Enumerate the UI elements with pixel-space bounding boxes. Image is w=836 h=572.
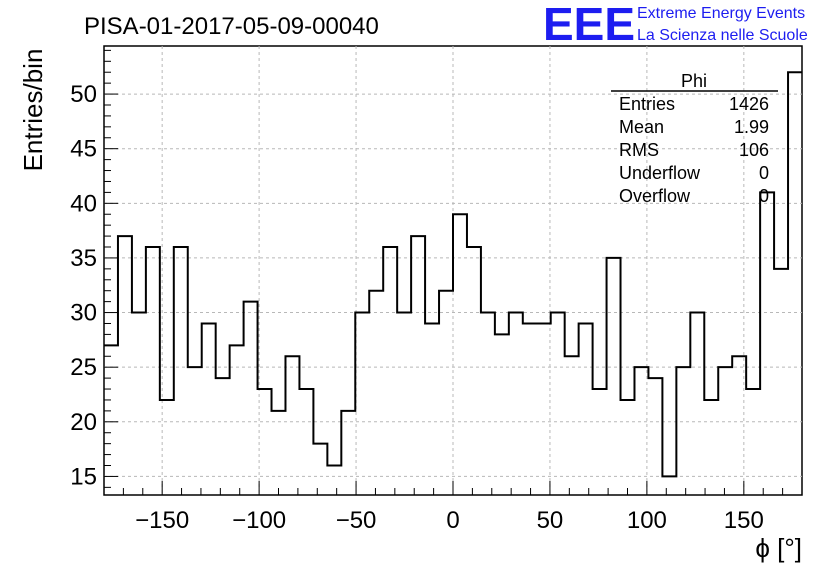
x-axis-label: ϕ [°] [755,533,802,563]
y-tick-label: 35 [70,245,97,272]
stats-title: Phi [681,71,707,91]
logo-line2: La Scienza nelle Scuole [637,27,808,44]
tick-labels: −150 −100 −50 0 50 100 150 15 20 25 30 35 40 45 50 [70,81,764,534]
stats-row-label: Mean [619,117,664,137]
y-axis-label: Entries/bin [18,49,48,172]
run-title: PISA-01-2017-05-09-00040 [84,13,379,40]
y-tick-label: 40 [70,190,97,217]
logo-letters: EEE [543,0,635,50]
y-tick-label: 50 [70,81,97,108]
x-tick-label: −150 [135,507,189,534]
x-tick-label: −50 [336,507,377,534]
logo-line1: Extreme Energy Events [637,5,805,22]
stats-row-value: 0 [759,186,769,206]
y-tick-label: 30 [70,300,97,327]
x-tick-label: 50 [537,507,564,534]
axis-ticks [104,49,784,495]
stats-row-label: Underflow [619,163,701,183]
stats-row-label: Entries [619,94,675,114]
stats-row-value: 0 [759,163,769,183]
eee-logo: EEE Extreme Energy Events La Scienza nel… [543,0,808,50]
stats-row-value: 1.99 [734,117,769,137]
x-tick-label: 150 [724,507,764,534]
y-tick-label: 45 [70,136,97,163]
histogram-line [104,71,802,478]
stats-row-value: 1426 [729,94,769,114]
stats-row-label: Overflow [619,186,691,206]
x-tick-label: −100 [232,507,286,534]
y-tick-label: 25 [70,354,97,381]
y-tick-label: 15 [70,463,97,490]
y-tick-label: 20 [70,409,97,436]
stats-row-label: RMS [619,140,659,160]
x-tick-label: 0 [446,507,459,534]
stats-rows: Entries 1426 Mean 1.99 RMS 106 Underflow 0 Overf… [619,94,769,206]
x-tick-label: 100 [627,507,667,534]
stats-box: Phi Entries 1426 Mean 1.99 RMS 106 Underflow 0 O… [611,71,778,206]
grid-lines [104,46,802,495]
stats-row-value: 106 [739,140,769,160]
